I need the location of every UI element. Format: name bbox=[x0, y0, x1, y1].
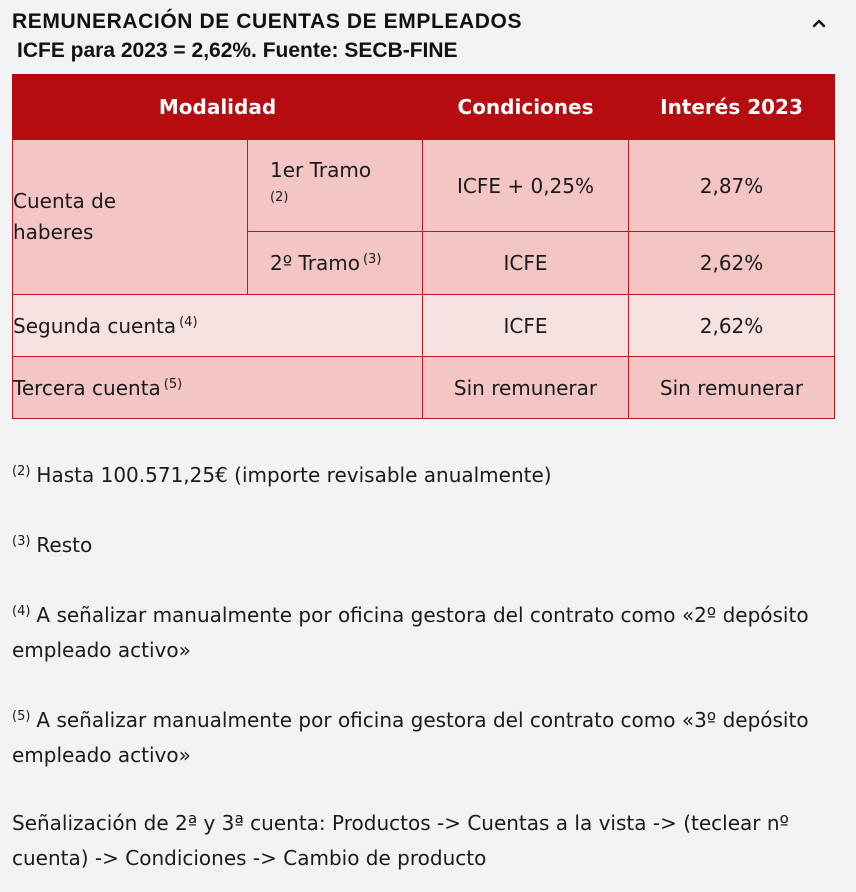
footnote-3-marker: (3) bbox=[12, 534, 31, 549]
segunda-cuenta-condition: ICFE bbox=[422, 294, 630, 357]
tramo2-interest: 2,62% bbox=[628, 231, 836, 295]
senalizacion-note: Señalización de 2ª y 3ª cuenta: Producto… bbox=[12, 806, 832, 876]
footnote-4-text: A señalizar manualmente por oficina gest… bbox=[12, 603, 809, 662]
header-condiciones: Condiciones bbox=[422, 74, 630, 140]
tramo1-cell: 1er Tramo (2) bbox=[246, 139, 424, 232]
section-title: REMUNERACIÓN DE CUENTAS DE EMPLEADOS bbox=[12, 10, 523, 33]
footnote-2: (2) Hasta 100.571,25€ (importe revisable … bbox=[12, 454, 832, 493]
table-row: Tercera cuenta (5) Sin remunerar Sin remu… bbox=[11, 356, 836, 419]
tercera-cuenta-condition: Sin remunerar bbox=[422, 356, 630, 419]
chevron-up-icon[interactable] bbox=[810, 16, 828, 30]
footnote-2-marker: (2) bbox=[12, 464, 31, 479]
footnote-5-marker: (5) bbox=[12, 709, 31, 724]
table-row: 2º Tramo (3) ICFE 2,62% bbox=[13, 231, 836, 295]
row-group-label: Cuenta de haberes bbox=[12, 139, 248, 295]
header-modalidad: Modalidad bbox=[11, 74, 424, 140]
tercera-cuenta-cell: Tercera cuenta (5) bbox=[11, 356, 424, 419]
footnote-5: (5) A señalizar manualmente por oficina g… bbox=[12, 699, 832, 773]
tramo2-sup: (3) bbox=[362, 252, 382, 267]
tercera-cuenta-sup: (5) bbox=[163, 376, 183, 392]
section-subtitle: ICFE para 2023 = 2,62%. Fuente: SECB-FIN… bbox=[17, 39, 458, 62]
footnote-3-text: Resto bbox=[36, 533, 93, 557]
tramo1-condition: ICFE + 0,25% bbox=[422, 139, 630, 232]
cuenta-haberes-label: Cuenta de haberes bbox=[13, 189, 117, 244]
tramo2-condition: ICFE bbox=[422, 231, 630, 295]
section-header: REMUNERACIÓN DE CUENTAS DE EMPLEADOS ICF… bbox=[12, 10, 844, 66]
tercera-cuenta-interest: Sin remunerar bbox=[628, 356, 836, 419]
footnote-4-marker: (4) bbox=[12, 604, 31, 619]
tramo1-label: 1er Tramo bbox=[270, 158, 372, 182]
remuneration-table: Modalidad Condiciones Interés 2023 Cuent… bbox=[11, 74, 836, 419]
footnote-4: (4) A señalizar manualmente por oficina g… bbox=[12, 594, 832, 668]
table-row: Segunda cuenta (4) ICFE 2,62% bbox=[11, 294, 836, 357]
senalizacion-text: Señalización de 2ª y 3ª cuenta: Producto… bbox=[12, 811, 789, 870]
tramo2-label: 2º Tramo bbox=[270, 251, 360, 275]
segunda-cuenta-label: Segunda cuenta bbox=[13, 313, 177, 338]
footnote-5-text: A señalizar manualmente por oficina gest… bbox=[12, 708, 809, 767]
tramo1-interest: 2,87% bbox=[628, 139, 836, 232]
footnote-3: (3) Resto bbox=[12, 524, 832, 563]
header-interes: Interés 2023 bbox=[628, 74, 836, 140]
segunda-cuenta-cell: Segunda cuenta (4) bbox=[11, 294, 424, 357]
segunda-cuenta-sup: (4) bbox=[179, 314, 198, 330]
tramo2-cell: 2º Tramo (3) bbox=[247, 231, 424, 295]
tramo1-sup: (2) bbox=[270, 190, 289, 205]
tercera-cuenta-label: Tercera cuenta bbox=[13, 375, 161, 400]
table-row: Cuenta de haberes 1er Tramo (2) ICFE + 0… bbox=[12, 139, 836, 295]
segunda-cuenta-interest: 2,62% bbox=[628, 294, 836, 357]
footnote-2-text: Hasta 100.571,25€ (importe revisable anu… bbox=[36, 463, 552, 487]
table-header-row: Modalidad Condiciones Interés 2023 bbox=[11, 74, 836, 140]
